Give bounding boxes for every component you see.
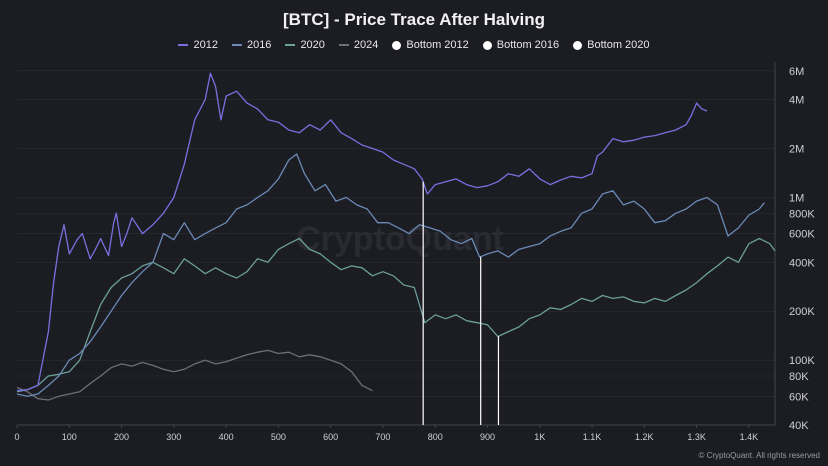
legend-label: 2020 [300,39,325,51]
legend-dot-icon [392,40,402,50]
y-tick-label: 400K [789,257,815,269]
legend-item-bottom-2016[interactable]: Bottom 2016 [482,39,560,51]
x-tick-label: 400 [219,432,234,442]
x-tick-label: 1.2K [635,432,654,442]
x-tick-label: 800 [428,432,443,442]
x-tick-label: 900 [480,432,495,442]
y-tick-label: 40K [789,420,809,432]
x-tick-label: 500 [271,432,286,442]
series-line-2016 [16,153,766,397]
series-line-2012 [16,72,708,392]
legend-label: Bottom 2020 [587,39,650,51]
footer-text: © CryptoQuant. All rights reserved [698,451,821,460]
x-tick-label: 1.1K [583,432,602,442]
y-tick-label: 4M [789,95,804,107]
legend-line-icon [178,44,189,46]
x-tick-label: 1.3K [687,432,706,442]
y-tick-label: 800K [789,208,815,220]
legend-item-2020[interactable]: 2020 [285,39,325,51]
legend-item-2012[interactable]: 2012 [178,39,218,51]
x-tick-label: 1K [534,432,545,442]
legend-line-icon [285,44,296,46]
legend-label: Bottom 2016 [496,39,560,51]
legend-item-2016[interactable]: 2016 [231,39,272,51]
x-tick-label: 100 [62,432,77,442]
y-tick-label: 80K [789,371,809,383]
legend-item-bottom-2012[interactable]: Bottom 2012 [392,39,469,51]
x-tick-label: 0 [14,432,19,442]
x-tick-label: 1.4K [740,432,759,442]
y-tick-label: 200K [789,306,815,318]
y-tick-label: 100K [789,355,815,367]
legend-dot-icon [482,40,492,50]
chart-title: [BTC] - Price Trace After Halving [283,10,545,29]
legend-label: 2016 [246,39,272,51]
legend-label: 2012 [193,39,218,51]
legend-dot-icon [573,40,583,50]
y-tick-label: 2M [789,143,804,155]
y-tick-label: 6M [789,66,804,78]
chart-legend: 2012 2016 2020 2024 Bottom 2012 Bottom 2… [0,39,828,51]
x-tick-label: 200 [114,432,129,442]
legend-line-icon [231,44,242,46]
x-tick-label: 600 [323,432,338,442]
legend-line-icon [338,44,349,46]
watermark: CryptoQuant [296,220,504,258]
legend-item-bottom-2020[interactable]: Bottom 2020 [573,39,650,51]
footer: © CryptoQuant. All rights reserved [699,451,821,460]
series-line-2020 [16,237,776,393]
y-tick-label: 1M [789,192,804,204]
series-line-2024 [16,349,373,401]
x-tick-label: 300 [166,432,181,442]
legend-item-2024[interactable]: 2024 [338,39,379,51]
y-tick-label: 600K [789,229,815,241]
x-tick-label: 700 [375,432,390,442]
legend-label: Bottom 2012 [406,39,469,51]
legend-label: 2024 [353,39,379,51]
y-tick-label: 60K [789,391,809,403]
